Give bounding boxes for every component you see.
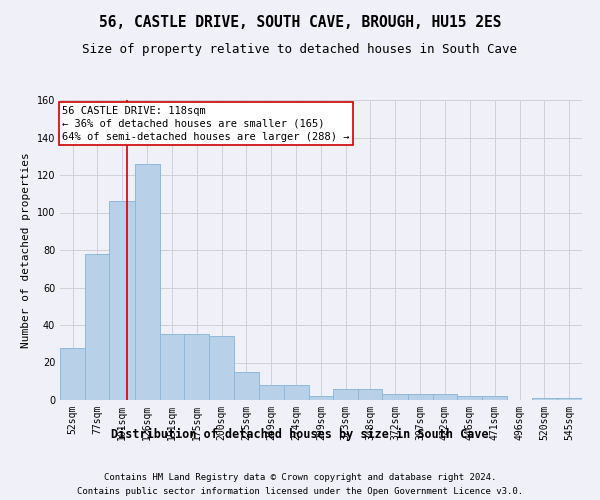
Bar (433, 394, 457, 400)
Bar (60, 348, 85, 400)
Bar (109, 201, 134, 400)
Bar (259, 385, 284, 400)
Bar (134, 164, 160, 400)
Text: 56, CASTLE DRIVE, SOUTH CAVE, BROUGH, HU15 2ES: 56, CASTLE DRIVE, SOUTH CAVE, BROUGH, HU… (99, 15, 501, 30)
Text: Contains public sector information licensed under the Open Government Licence v3: Contains public sector information licen… (77, 488, 523, 496)
Bar (333, 389, 358, 400)
Text: Size of property relative to detached houses in South Cave: Size of property relative to detached ho… (83, 42, 517, 56)
Text: Contains HM Land Registry data © Crown copyright and database right 2024.: Contains HM Land Registry data © Crown c… (104, 472, 496, 482)
Bar (358, 389, 382, 400)
Y-axis label: Number of detached properties: Number of detached properties (21, 152, 31, 348)
Bar (284, 385, 309, 400)
Bar (209, 336, 235, 400)
Text: 56 CASTLE DRIVE: 118sqm
← 36% of detached houses are smaller (165)
64% of semi-d: 56 CASTLE DRIVE: 118sqm ← 36% of detache… (62, 106, 350, 142)
Bar (309, 396, 333, 400)
Bar (532, 398, 557, 400)
Bar (85, 254, 109, 400)
Text: Distribution of detached houses by size in South Cave: Distribution of detached houses by size … (111, 428, 489, 440)
Bar (557, 398, 582, 400)
Bar (160, 334, 184, 400)
Bar (382, 394, 407, 400)
Bar (235, 372, 259, 400)
Bar (184, 334, 209, 400)
Bar (407, 394, 433, 400)
Bar (482, 396, 508, 400)
Bar (457, 396, 482, 400)
